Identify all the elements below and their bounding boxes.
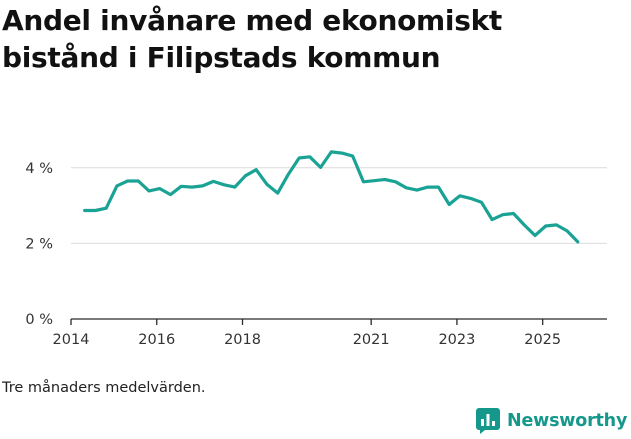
x-tick-label: 2025 <box>524 332 561 348</box>
chart-title-line-2: bistånd i Filipstads kommun <box>2 41 441 74</box>
bar-chart-logo-icon <box>476 408 500 434</box>
series-layer <box>83 150 580 244</box>
chart-title-line-1: Andel invånare med ekonomiskt <box>2 4 503 37</box>
y-tick-label: 2 % <box>25 236 53 252</box>
x-tick-label: 2014 <box>53 332 90 348</box>
x-axis <box>70 318 607 325</box>
x-tick-label: 2023 <box>438 332 475 348</box>
x-tick-label: 2016 <box>138 332 175 348</box>
x-tick-label: 2021 <box>353 332 390 348</box>
brand-name: Newsworthy <box>507 411 628 431</box>
x-tick-label: 2018 <box>224 332 261 348</box>
brand-logo[interactable]: Newsworthy <box>476 406 627 436</box>
tick-labels: 0 % 2 % 4 % 2014 2016 2018 2021 2023 2025 <box>25 161 561 348</box>
chart-footnote: Tre månaders medelvärden. <box>2 380 206 396</box>
gridlines <box>71 167 607 244</box>
y-tick-label: 4 % <box>25 161 53 177</box>
y-tick-label: 0 % <box>25 312 53 328</box>
series-line-0 <box>83 150 580 244</box>
chart-title: Andel invånare med ekonomiskt bistånd i … <box>2 2 622 76</box>
